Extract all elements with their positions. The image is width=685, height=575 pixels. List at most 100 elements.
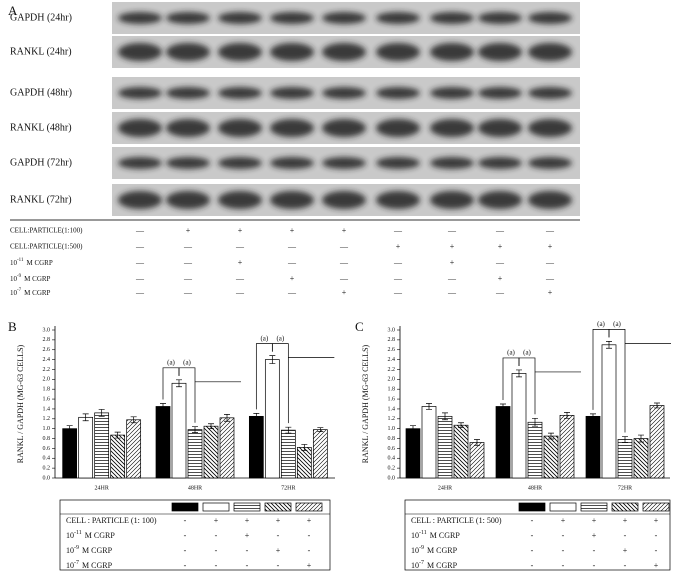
blot-band [478,87,522,99]
condition-sign: + [276,546,281,555]
blot-band [528,87,572,99]
blot-band [118,157,162,169]
treatment-sign: — [135,288,145,297]
treatment-sign: — [183,258,193,267]
condition-unit: M CGRP [24,289,50,297]
condition-base: 10 [66,561,74,570]
significance-label: (a) [507,349,515,357]
treatment-sign: — [495,258,505,267]
condition-sign: + [623,516,628,525]
condition-sign: - [246,546,249,555]
error-bar [606,340,612,349]
condition-sign: - [184,561,187,570]
error-bar [532,417,538,427]
error-bar [301,444,308,451]
y-tick-label: 2.4 [43,357,51,363]
blot-band [270,119,314,137]
significance-label: (a) [276,334,284,342]
treatment-sign: — [545,258,555,267]
condition-exponent: -11 [74,530,82,536]
condition-sign: + [307,516,312,525]
condition-sign: - [277,531,280,540]
treatment-sign: + [342,288,347,297]
legend-swatch [233,502,261,512]
condition-sign: - [624,561,627,570]
legend-swatch [549,502,577,512]
blot-band [528,157,572,169]
bar [421,406,437,479]
condition-sign: - [624,531,627,540]
bar [495,406,511,479]
treatment-sign: + [238,258,243,267]
treatment-sign: + [498,274,503,283]
condition-unit: M CGRP [24,275,50,283]
condition-sign: - [562,531,565,540]
error-bar [516,369,522,378]
blot-row-label: RANKL (72hr) [10,194,72,205]
treatment-sign: + [290,226,295,235]
treatment-sign: — [393,288,403,297]
error-bar [82,413,89,422]
x-tick-label: 24HR [94,485,108,491]
error-bar [564,412,570,419]
treatment-sign: — [135,226,145,235]
y-tick-label: 2.2 [388,367,396,373]
condition-exponent: -7 [74,560,79,566]
legend-swatch [295,502,323,512]
condition-label: 10-11 M CGRP [66,530,115,539]
panel-label: C [355,319,364,334]
blot-band [430,87,474,99]
error-bar [410,425,416,432]
condition-label: 10-9 M CGRP [10,274,51,282]
blot-band [376,119,420,137]
error-bar [458,422,464,429]
blot-band [118,191,162,209]
condition-base: 10 [10,289,18,297]
error-bar [98,409,105,417]
condition-exponent: -11 [419,530,427,536]
treatment-sign: — [447,288,457,297]
condition-exponent: -9 [17,274,22,279]
y-tick-label: 0.0 [388,475,396,481]
treatment-sign: — [135,274,145,283]
treatment-sign: — [393,274,403,283]
y-tick-label: 1.0 [43,426,51,432]
treatment-sign: — [339,258,349,267]
blot-row-label: GAPDH (48hr) [10,87,72,98]
bar [155,406,171,479]
condition-sign: - [246,561,249,570]
blot-band [528,191,572,209]
treatment-sign: — [545,226,555,235]
treatment-sign: + [396,242,401,251]
blot-band [118,43,162,61]
significance-label: (a) [260,334,268,342]
condition-sign: + [245,531,250,540]
blot-band [478,43,522,61]
treatment-sign: — [235,242,245,251]
condition-exponent: -11 [17,258,24,263]
error-bar [590,413,596,420]
y-tick-label: 3.0 [388,327,396,333]
blot-band [322,191,366,209]
error-bar [66,425,73,432]
y-tick-label: 0.4 [388,456,396,462]
error-bar [474,439,480,446]
condition-sign: - [215,531,218,540]
treatment-sign: + [290,274,295,283]
condition-unit: M CGRP [26,259,52,267]
treatment-sign: — [447,226,457,235]
treatment-sign: — [235,274,245,283]
blot-band [430,12,474,24]
condition-sign: - [531,561,534,570]
legend-swatch [264,502,292,512]
treatment-sign: + [342,226,347,235]
condition-label: 10-7 M CGRP [66,560,113,569]
error-bar [426,403,432,410]
error-bar [269,355,276,364]
condition-sign: + [592,531,597,540]
blot-band [478,119,522,137]
treatment-sign: — [545,274,555,283]
x-tick-label: 48HR [188,485,202,491]
blot-band [218,12,262,24]
